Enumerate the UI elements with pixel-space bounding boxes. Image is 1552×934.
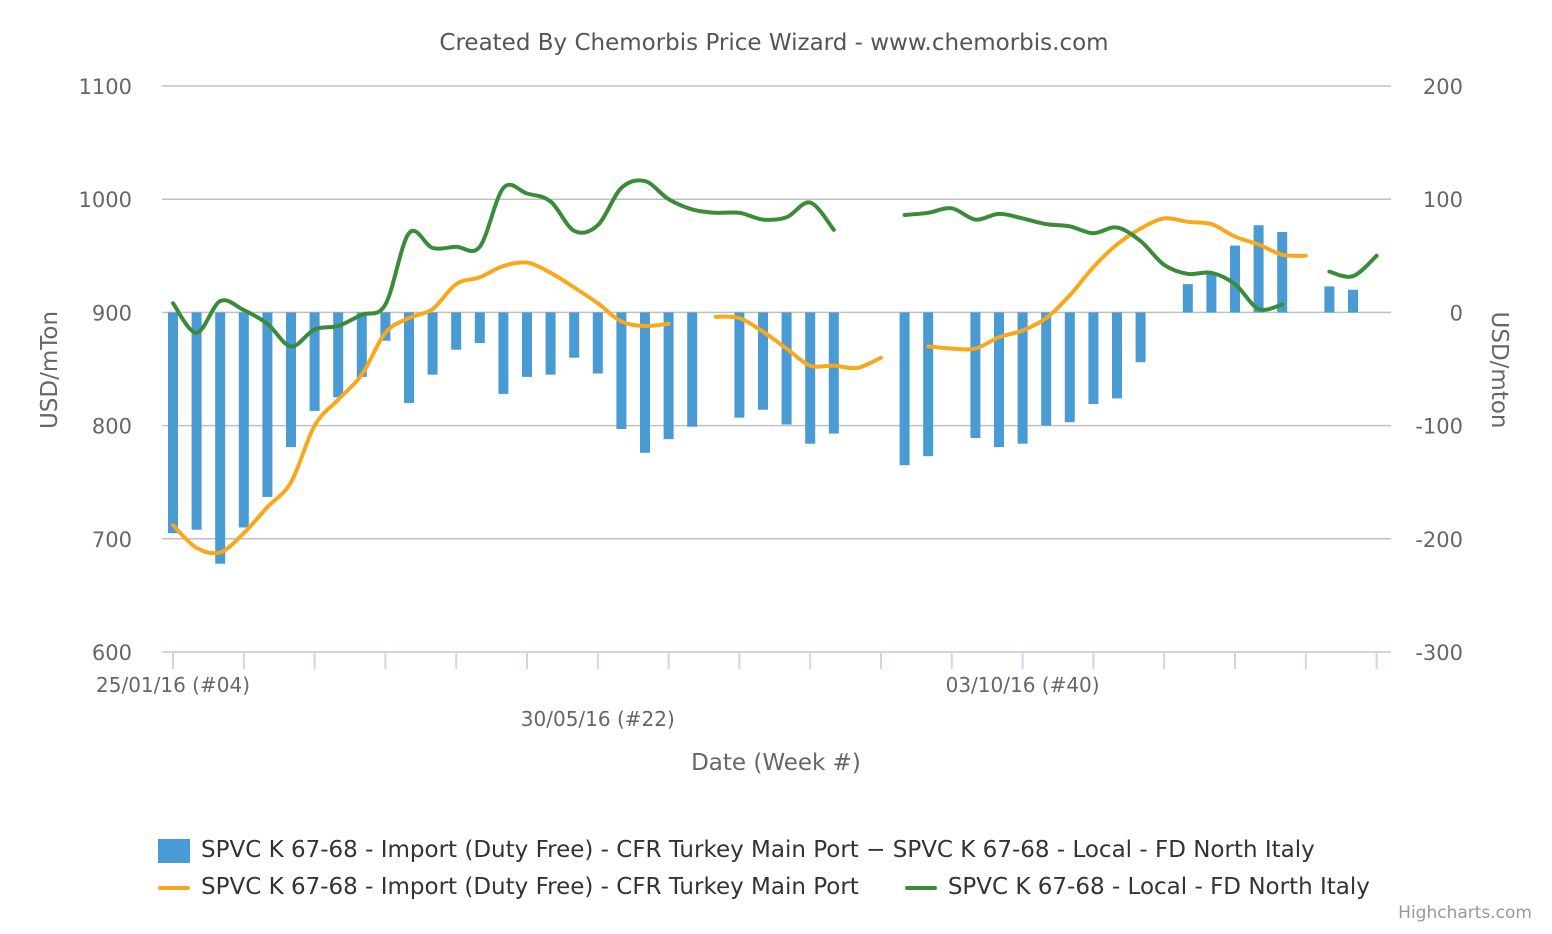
bar — [545, 312, 556, 375]
bar-series — [168, 225, 1358, 564]
bar — [1017, 312, 1028, 444]
legend: SPVC K 67-68 - Import (Duty Free) - CFR … — [158, 832, 1438, 906]
line-segment-import-turkey — [713, 314, 883, 371]
line-segment-local-italy — [171, 178, 836, 349]
bar — [333, 312, 344, 398]
bar — [1182, 284, 1193, 313]
bar — [1253, 225, 1264, 313]
bar — [262, 312, 273, 497]
bar — [758, 312, 768, 410]
bar — [592, 312, 603, 374]
bar — [168, 312, 178, 534]
legend-label: SPVC K 67-68 - Local - FD North Italy — [947, 874, 1370, 900]
line-segment-local-italy — [1327, 253, 1379, 279]
line-segment-local-italy — [902, 206, 1285, 312]
bar — [734, 312, 745, 418]
legend-swatch-line — [158, 885, 190, 890]
bar — [356, 312, 367, 377]
bar — [1348, 289, 1358, 313]
bar — [286, 312, 296, 448]
y-axis-right-title: USD/mton — [1486, 312, 1512, 429]
bar — [1206, 272, 1217, 313]
legend-row-2: SPVC K 67-68 - Import (Duty Free) - CFR … — [158, 869, 1438, 906]
y-axis-left-title: USD/mTon — [37, 311, 63, 429]
bar — [1230, 245, 1240, 313]
bar — [451, 312, 462, 350]
bar — [781, 312, 792, 425]
y-tick-label-right: -100 — [1415, 415, 1463, 439]
bar — [427, 312, 438, 375]
y-tick-label-left: 600 — [92, 641, 132, 665]
legend-row-1: SPVC K 67-68 - Import (Duty Free) - CFR … — [158, 832, 1438, 869]
y-tick-label-right: 0 — [1450, 301, 1463, 325]
bar — [380, 312, 391, 341]
bar — [1112, 312, 1122, 399]
line-segment-import-turkey — [926, 216, 1308, 352]
bar — [640, 312, 650, 453]
bar — [498, 312, 509, 394]
bar — [805, 312, 816, 444]
legend-item-import-turkey[interactable]: SPVC K 67-68 - Import (Duty Free) - CFR … — [158, 869, 859, 906]
y-tick-label-left: 1100 — [79, 75, 132, 99]
x-tick-label: 30/05/16 (#22) — [521, 707, 675, 731]
credits-link[interactable]: Highcharts.com — [1398, 903, 1532, 923]
y-tick-label-right: -300 — [1415, 641, 1463, 665]
bar — [687, 312, 698, 427]
legend-item-spread[interactable]: SPVC K 67-68 - Import (Duty Free) - CFR … — [158, 832, 1315, 869]
y-tick-label-left: 700 — [92, 528, 132, 552]
y-tick-label-left: 1000 — [79, 188, 132, 212]
legend-item-local-italy[interactable]: SPVC K 67-68 - Local - FD North Italy — [904, 869, 1370, 906]
axes: 600 -300 700 -200 800 -100 900 0 1000 100 1100 200 2… — [79, 75, 1463, 731]
bar — [1324, 286, 1335, 313]
bar — [404, 312, 414, 403]
bar — [1064, 312, 1075, 423]
y-tick-label-left: 900 — [92, 301, 132, 325]
line-segment-import-turkey — [171, 260, 671, 556]
y-tick-label-right: -200 — [1415, 528, 1463, 552]
bar — [1041, 312, 1052, 426]
x-tick-label: 03/10/16 (#40) — [946, 673, 1100, 697]
bar — [569, 312, 580, 358]
legend-label: SPVC K 67-68 - Import (Duty Free) - CFR … — [201, 874, 859, 900]
bar — [238, 312, 249, 528]
bar — [1088, 312, 1099, 405]
x-tick-label: 25/01/16 (#04) — [96, 673, 250, 697]
bar — [994, 312, 1004, 448]
y-tick-label-right: 200 — [1423, 75, 1463, 99]
y-tick-label-right: 100 — [1423, 188, 1463, 212]
bar — [1135, 312, 1146, 363]
bar — [215, 312, 226, 564]
bar — [663, 312, 674, 440]
bar — [828, 312, 839, 434]
x-axis-title: Date (Week #) — [691, 750, 861, 776]
bar — [522, 312, 532, 377]
bar — [616, 312, 627, 429]
bar — [309, 312, 320, 411]
legend-swatch-bar — [158, 838, 190, 863]
bar — [191, 312, 202, 530]
bar — [1277, 232, 1288, 313]
legend-swatch-line — [904, 885, 937, 890]
line-series — [171, 178, 1379, 556]
bar — [899, 312, 910, 466]
bar — [970, 312, 981, 439]
bar — [474, 312, 485, 343]
bar — [923, 312, 934, 457]
y-tick-label-left: 800 — [92, 415, 132, 439]
legend-label: SPVC K 67-68 - Import (Duty Free) - CFR … — [201, 837, 1315, 863]
chart-title: Created By Chemorbis Price Wizard - www.… — [439, 30, 1108, 56]
